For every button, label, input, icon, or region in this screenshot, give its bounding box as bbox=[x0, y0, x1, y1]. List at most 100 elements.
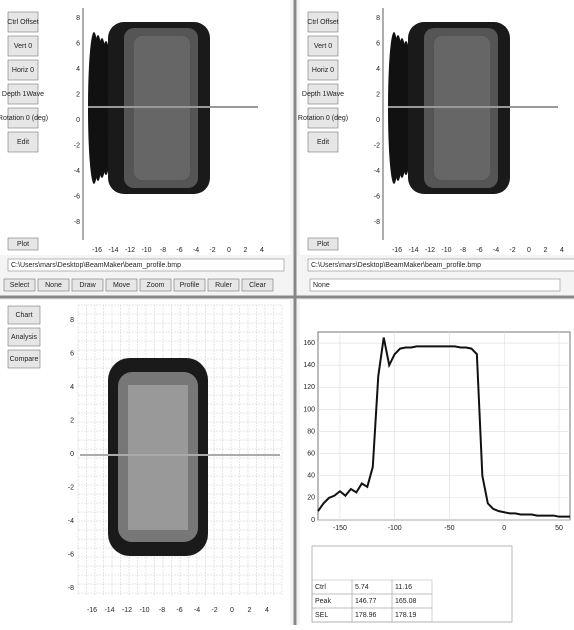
toolbar-button-label: Zoom bbox=[147, 282, 165, 289]
y-tick-label: -4 bbox=[74, 168, 80, 175]
y-tick-label: 60 bbox=[307, 450, 315, 457]
x-tick-label: 0 bbox=[230, 607, 234, 614]
x-tick-label: 4 bbox=[560, 247, 564, 254]
screenshot: Ctrl Offset Vert 0 Horiz 0 Depth 1Wave Rotat… bbox=[0, 0, 574, 625]
file-path: C:\Users\mars\Desktop\BeamMaker\beam_pro… bbox=[11, 262, 181, 269]
x-tick-label: 0 bbox=[227, 247, 231, 254]
y-tick-label: -6 bbox=[74, 193, 80, 200]
x-tick-label: -16 bbox=[392, 247, 402, 254]
toolbar-button-label: Profile bbox=[180, 282, 200, 289]
x-tick-label: 50 bbox=[555, 525, 563, 532]
y-tick-label: -4 bbox=[374, 168, 380, 175]
select-value: None bbox=[313, 282, 330, 289]
toolbar-button-label: Draw bbox=[79, 282, 96, 289]
y-tick-label: 8 bbox=[70, 317, 74, 324]
y-tick-label: 8 bbox=[76, 15, 80, 22]
y-tick-label: 0 bbox=[311, 517, 315, 524]
y-tick-label: -8 bbox=[74, 219, 80, 226]
y-tick-label: 100 bbox=[303, 406, 315, 413]
x-tick-label: 2 bbox=[248, 607, 252, 614]
x-tick-label: 2 bbox=[544, 247, 548, 254]
side-button-label: Rotation 0 (deg) bbox=[0, 115, 48, 122]
plot-button-label: Plot bbox=[317, 241, 329, 248]
x-tick-label: -8 bbox=[160, 247, 166, 254]
y-tick-label: 4 bbox=[76, 66, 80, 73]
select-box[interactable] bbox=[310, 279, 560, 291]
y-tick-label: 4 bbox=[376, 66, 380, 73]
table-cell-text: SEL bbox=[315, 612, 328, 619]
x-tick-label: -14 bbox=[108, 247, 118, 254]
x-tick-label: 2 bbox=[244, 247, 248, 254]
x-tick-label: -10 bbox=[141, 247, 151, 254]
table-cell-text: 11.16 bbox=[395, 584, 412, 591]
side-button-label: Depth 1Wave bbox=[302, 91, 344, 98]
y-tick-label: 8 bbox=[376, 15, 380, 22]
x-tick-label: -6 bbox=[176, 607, 182, 614]
side-button-label: Vert 0 bbox=[314, 43, 332, 50]
x-tick-label: -12 bbox=[425, 247, 435, 254]
file-path: C:\Users\mars\Desktop\BeamMaker\beam_pro… bbox=[311, 262, 481, 269]
x-tick-label: 0 bbox=[502, 525, 506, 532]
y-tick-label: 0 bbox=[76, 117, 80, 124]
y-tick-label: 140 bbox=[303, 362, 315, 369]
x-tick-label: -10 bbox=[139, 607, 149, 614]
y-tick-label: -2 bbox=[74, 142, 80, 149]
x-tick-label: -16 bbox=[87, 607, 97, 614]
y-tick-label: 80 bbox=[307, 428, 315, 435]
y-tick-label: -6 bbox=[68, 551, 74, 558]
x-tick-label: 4 bbox=[260, 247, 264, 254]
x-tick-label: 4 bbox=[265, 607, 269, 614]
y-tick-label: -2 bbox=[68, 484, 74, 491]
x-tick-label: -2 bbox=[209, 247, 215, 254]
beam-core bbox=[128, 385, 188, 530]
toolbar-button-label: Clear bbox=[249, 282, 266, 289]
toolbar-button-label: Select bbox=[10, 282, 30, 289]
y-tick-label: 20 bbox=[307, 495, 315, 502]
toolbar-button-label: Ruler bbox=[215, 282, 232, 289]
y-tick-label: 4 bbox=[70, 384, 74, 391]
y-tick-label: 6 bbox=[70, 350, 74, 357]
table-cell-text: Peak bbox=[315, 598, 331, 605]
x-tick-label: -14 bbox=[104, 607, 114, 614]
side-button-label: Ctrl Offset bbox=[7, 19, 38, 26]
plot-button-label: Plot bbox=[17, 241, 29, 248]
table-cell-text: 5.74 bbox=[355, 584, 369, 591]
y-tick-label: 0 bbox=[70, 451, 74, 458]
y-tick-label: 2 bbox=[70, 417, 74, 424]
x-tick-label: 0 bbox=[527, 247, 531, 254]
table-cell-text: 146.77 bbox=[355, 598, 377, 605]
table bbox=[312, 546, 512, 622]
side-button-label: Rotation 0 (deg) bbox=[298, 115, 348, 122]
x-tick-label: -6 bbox=[176, 247, 182, 254]
y-tick-label: -4 bbox=[68, 518, 74, 525]
side-button-label: Edit bbox=[17, 139, 29, 146]
y-tick-label: 0 bbox=[376, 117, 380, 124]
y-tick-label: 2 bbox=[76, 91, 80, 98]
y-tick-label: -8 bbox=[68, 585, 74, 592]
y-tick-label: -2 bbox=[374, 142, 380, 149]
x-tick-label: -12 bbox=[125, 247, 135, 254]
y-tick-label: -8 bbox=[374, 219, 380, 226]
table-cell-text: 165.08 bbox=[395, 598, 417, 605]
x-tick-label: -8 bbox=[159, 607, 165, 614]
y-tick-label: 6 bbox=[76, 40, 80, 47]
toolbar-button-label: Move bbox=[113, 282, 130, 289]
side-button-label: Ctrl Offset bbox=[307, 19, 338, 26]
side-button-label: Chart bbox=[15, 312, 32, 319]
toolbar-button-label: None bbox=[45, 282, 62, 289]
table-cell-text: 178.19 bbox=[395, 612, 417, 619]
side-button-label: Compare bbox=[10, 356, 39, 363]
side-button-label: Edit bbox=[317, 139, 329, 146]
x-tick-label: -4 bbox=[193, 247, 199, 254]
side-button-label: Analysis bbox=[11, 334, 38, 341]
x-tick-label: -10 bbox=[441, 247, 451, 254]
side-button-label: Horiz 0 bbox=[12, 67, 34, 74]
table-cell-text: 178.96 bbox=[355, 612, 377, 619]
x-tick-label: -16 bbox=[92, 247, 102, 254]
x-tick-label: -150 bbox=[333, 525, 347, 532]
y-tick-label: 2 bbox=[376, 91, 380, 98]
x-tick-label: -2 bbox=[211, 607, 217, 614]
side-button-label: Horiz 0 bbox=[312, 67, 334, 74]
x-tick-label: -2 bbox=[509, 247, 515, 254]
x-tick-label: -14 bbox=[408, 247, 418, 254]
